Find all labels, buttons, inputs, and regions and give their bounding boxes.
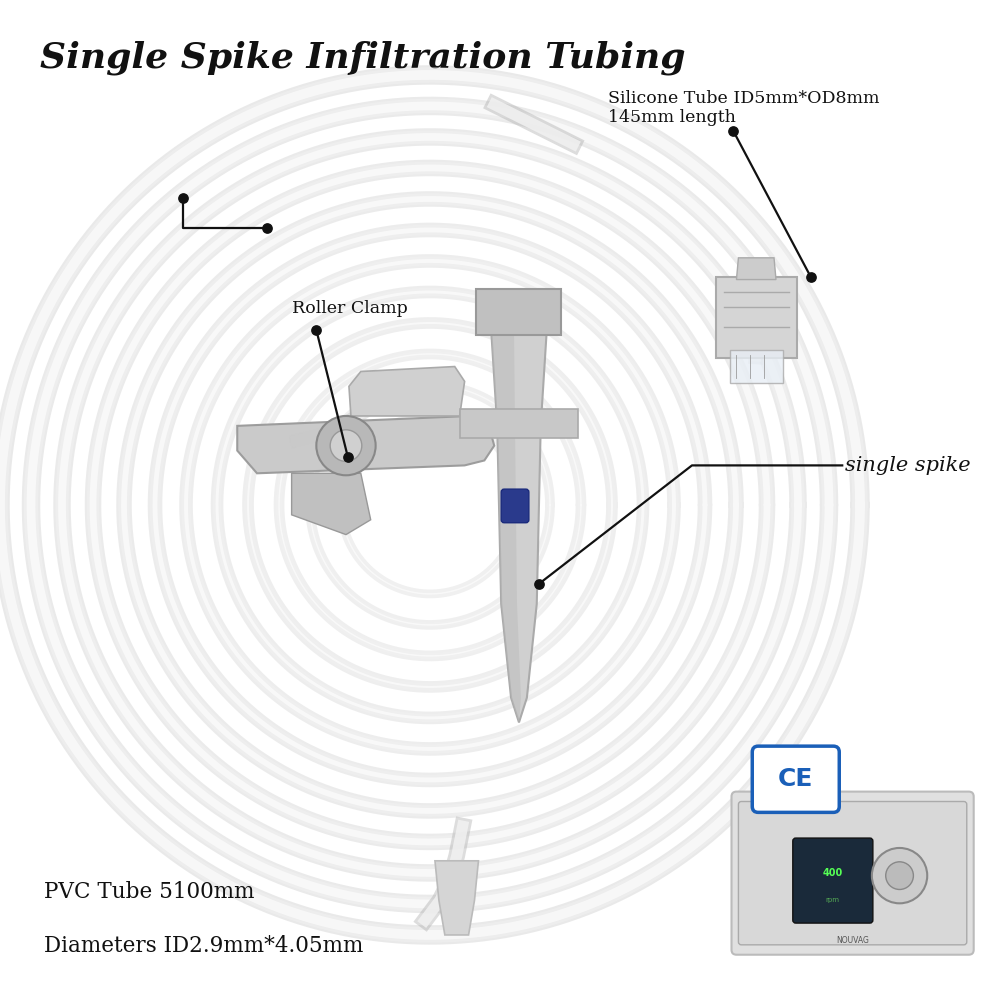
Text: PVC Tube 5100mm: PVC Tube 5100mm [44,881,255,903]
Polygon shape [237,416,494,473]
Point [725,123,741,139]
Point [175,190,191,206]
Text: Roller Clamp: Roller Clamp [292,300,407,317]
FancyBboxPatch shape [752,746,839,812]
Text: Silicone Tube ID5mm*OD8mm
145mm length: Silicone Tube ID5mm*OD8mm 145mm length [608,90,879,126]
Text: 400: 400 [822,868,842,878]
Text: Diameters ID2.9mm*4.05mm: Diameters ID2.9mm*4.05mm [44,935,364,957]
Polygon shape [292,473,371,535]
Polygon shape [491,332,521,722]
Point [340,449,356,465]
FancyBboxPatch shape [738,802,967,945]
Circle shape [330,430,362,461]
Text: Single Spike Infiltration Tubing: Single Spike Infiltration Tubing [40,40,685,75]
Text: NOUVAG: NOUVAG [836,936,869,945]
Polygon shape [491,332,547,722]
FancyBboxPatch shape [793,838,873,923]
Text: single spike: single spike [845,456,971,475]
FancyBboxPatch shape [501,489,529,523]
FancyBboxPatch shape [476,289,561,335]
Circle shape [886,862,913,889]
FancyBboxPatch shape [716,277,797,358]
FancyBboxPatch shape [732,792,974,955]
Text: CE: CE [778,767,813,791]
FancyBboxPatch shape [460,409,578,438]
Circle shape [316,416,376,475]
Point [308,322,324,338]
Polygon shape [736,258,776,280]
Text: rpm: rpm [825,897,839,903]
FancyBboxPatch shape [730,350,783,383]
Polygon shape [349,367,465,416]
Point [531,576,547,592]
Circle shape [872,848,927,903]
Point [259,220,275,236]
Polygon shape [435,861,478,935]
Point [803,269,819,285]
